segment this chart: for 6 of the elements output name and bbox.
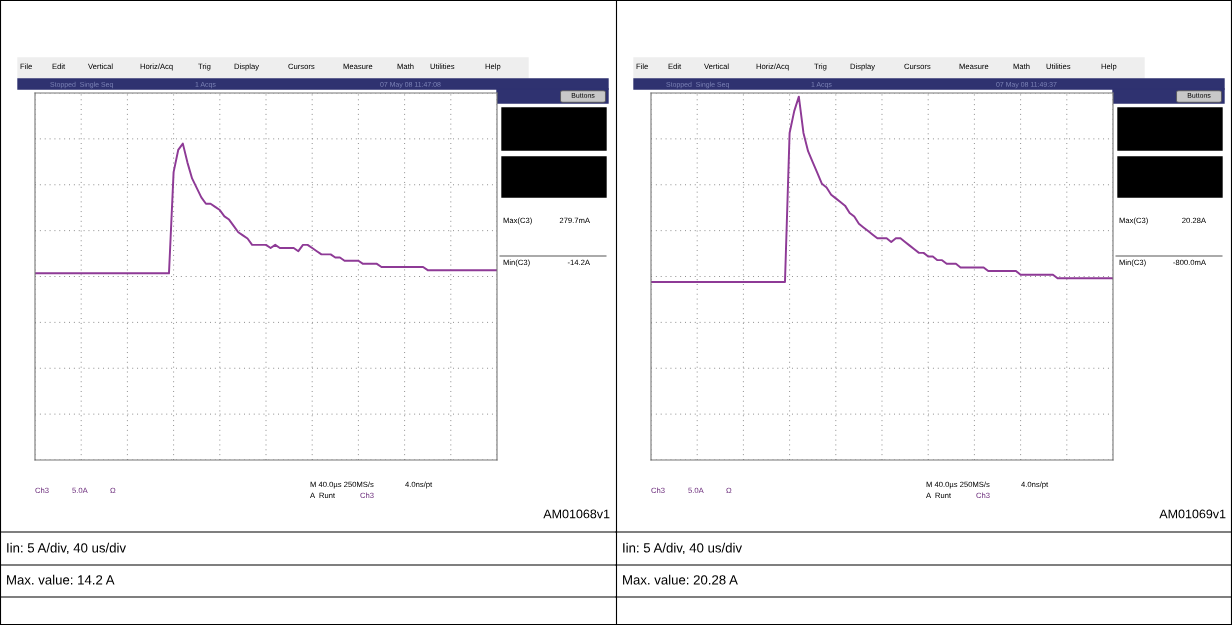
text: Max. value: 20.28 A <box>623 574 738 585</box>
text: Iin: 5 A/div, 40 us/div <box>623 542 742 555</box>
text: AM01068v1 <box>543 509 610 519</box>
text: AM01069v1 <box>1159 509 1226 519</box>
text: Max. value: 14.2 A <box>7 574 115 585</box>
text: Iin: 5 A/div, 40 us/div <box>7 542 126 555</box>
